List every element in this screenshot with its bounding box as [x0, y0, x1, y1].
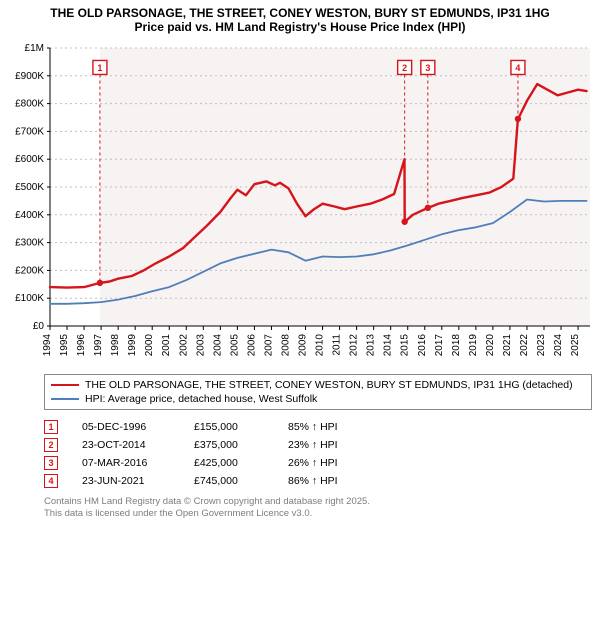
- x-tick-label: 2019: [468, 334, 479, 357]
- x-tick-label: 2001: [161, 334, 172, 357]
- y-tick-label: £700K: [15, 126, 44, 137]
- x-tick-label: 2022: [519, 334, 530, 357]
- x-tick-label: 2017: [434, 334, 445, 357]
- chart-area: £0 £100K £200K £300K £400K £500K £600K £700K £80…: [6, 38, 594, 368]
- y-tick-label: £600K: [15, 154, 44, 165]
- x-tick-label: 1997: [93, 334, 104, 357]
- sales-row-date: 23-OCT-2014: [82, 436, 170, 454]
- attribution-line1: Contains HM Land Registry data © Crown c…: [44, 496, 588, 508]
- x-tick-label: 2005: [229, 334, 240, 357]
- y-tick-label: £900K: [15, 71, 44, 82]
- x-tick-label: 2021: [502, 334, 513, 357]
- sale-marker-number: 3: [425, 63, 430, 73]
- sales-row: 3 07-MAR-2016 £425,000 26% ↑ HPI: [44, 454, 588, 472]
- attribution-line2: This data is licensed under the Open Gov…: [44, 508, 588, 520]
- x-tick-label: 2011: [332, 334, 343, 356]
- sale-marker-number: 1: [97, 63, 102, 73]
- x-tick-label: 2000: [144, 334, 155, 357]
- x-tick-label: 1999: [127, 334, 138, 357]
- sales-row-pct: 86% ↑ HPI: [288, 472, 378, 490]
- x-tick-label: 2006: [246, 334, 257, 357]
- y-tick-label: £800K: [15, 99, 44, 110]
- sales-row-marker: 1: [44, 420, 58, 434]
- y-tick-label: £200K: [15, 265, 44, 276]
- sales-row-date: 05-DEC-1996: [82, 418, 170, 436]
- legend-row: HPI: Average price, detached house, West…: [51, 392, 585, 406]
- title-line1: THE OLD PARSONAGE, THE STREET, CONEY WES…: [6, 6, 594, 20]
- legend: THE OLD PARSONAGE, THE STREET, CONEY WES…: [44, 374, 592, 410]
- sales-row-price: £745,000: [194, 472, 264, 490]
- x-tick-label: 1994: [42, 334, 53, 357]
- legend-row: THE OLD PARSONAGE, THE STREET, CONEY WES…: [51, 378, 585, 392]
- x-tick-label: 1998: [110, 334, 121, 357]
- sales-row-marker: 2: [44, 438, 58, 452]
- attribution: Contains HM Land Registry data © Crown c…: [44, 496, 588, 520]
- sale-marker-number: 4: [515, 63, 520, 73]
- sales-row: 4 23-JUN-2021 £745,000 86% ↑ HPI: [44, 472, 588, 490]
- x-tick-label: 2008: [280, 334, 291, 357]
- line-chart: £0 £100K £200K £300K £400K £500K £600K £700K £80…: [6, 38, 594, 368]
- x-tick-label: 2014: [383, 334, 394, 357]
- x-tick-label: 2015: [400, 334, 411, 357]
- x-tick-label: 2004: [212, 334, 223, 357]
- x-tick-label: 2003: [195, 334, 206, 357]
- sales-row-price: £375,000: [194, 436, 264, 454]
- x-tick-label: 2018: [451, 334, 462, 357]
- sales-row-pct: 26% ↑ HPI: [288, 454, 378, 472]
- sales-row: 2 23-OCT-2014 £375,000 23% ↑ HPI: [44, 436, 588, 454]
- sales-table: 1 05-DEC-1996 £155,000 85% ↑ HPI 2 23-OCT-201…: [44, 418, 588, 490]
- sale-marker-number: 2: [402, 63, 407, 73]
- title-line2: Price paid vs. HM Land Registry's House …: [6, 20, 594, 34]
- x-tick-label: 2007: [263, 334, 274, 357]
- x-tick-label: 2002: [178, 334, 189, 357]
- sales-row-marker: 3: [44, 456, 58, 470]
- x-tick-label: 2009: [298, 334, 309, 357]
- y-tick-label: £0: [33, 321, 45, 332]
- sales-row-date: 23-JUN-2021: [82, 472, 170, 490]
- sale-marker-dot: [401, 219, 407, 225]
- title-block: THE OLD PARSONAGE, THE STREET, CONEY WES…: [6, 6, 594, 38]
- x-tick-label: 2010: [315, 334, 326, 357]
- legend-swatch: [51, 398, 79, 400]
- legend-label: HPI: Average price, detached house, West…: [85, 392, 317, 406]
- x-tick-label: 2023: [536, 334, 547, 357]
- y-tick-label: £100K: [15, 293, 44, 304]
- sales-row-price: £155,000: [194, 418, 264, 436]
- sale-marker-dot: [97, 280, 103, 286]
- x-tick-label: 2025: [570, 334, 581, 357]
- legend-swatch: [51, 384, 79, 386]
- chart-container: THE OLD PARSONAGE, THE STREET, CONEY WES…: [0, 0, 600, 620]
- legend-label: THE OLD PARSONAGE, THE STREET, CONEY WES…: [85, 378, 573, 392]
- sales-row-date: 07-MAR-2016: [82, 454, 170, 472]
- sales-row-marker: 4: [44, 474, 58, 488]
- y-tick-label: £1M: [25, 43, 44, 54]
- sale-marker-dot: [515, 116, 521, 122]
- x-tick-label: 1996: [76, 334, 87, 357]
- sale-marker-dot: [425, 205, 431, 211]
- y-tick-label: £400K: [15, 210, 44, 221]
- x-tick-label: 2024: [553, 334, 564, 357]
- sales-row: 1 05-DEC-1996 £155,000 85% ↑ HPI: [44, 418, 588, 436]
- x-tick-label: 2016: [417, 334, 428, 357]
- y-tick-label: £500K: [15, 182, 44, 193]
- x-tick-label: 1995: [59, 334, 70, 357]
- sales-row-price: £425,000: [194, 454, 264, 472]
- sales-row-pct: 23% ↑ HPI: [288, 436, 378, 454]
- x-tick-label: 2012: [349, 334, 360, 357]
- y-tick-label: £300K: [15, 238, 44, 249]
- sales-row-pct: 85% ↑ HPI: [288, 418, 378, 436]
- x-tick-label: 2020: [485, 334, 496, 357]
- x-tick-label: 2013: [366, 334, 377, 357]
